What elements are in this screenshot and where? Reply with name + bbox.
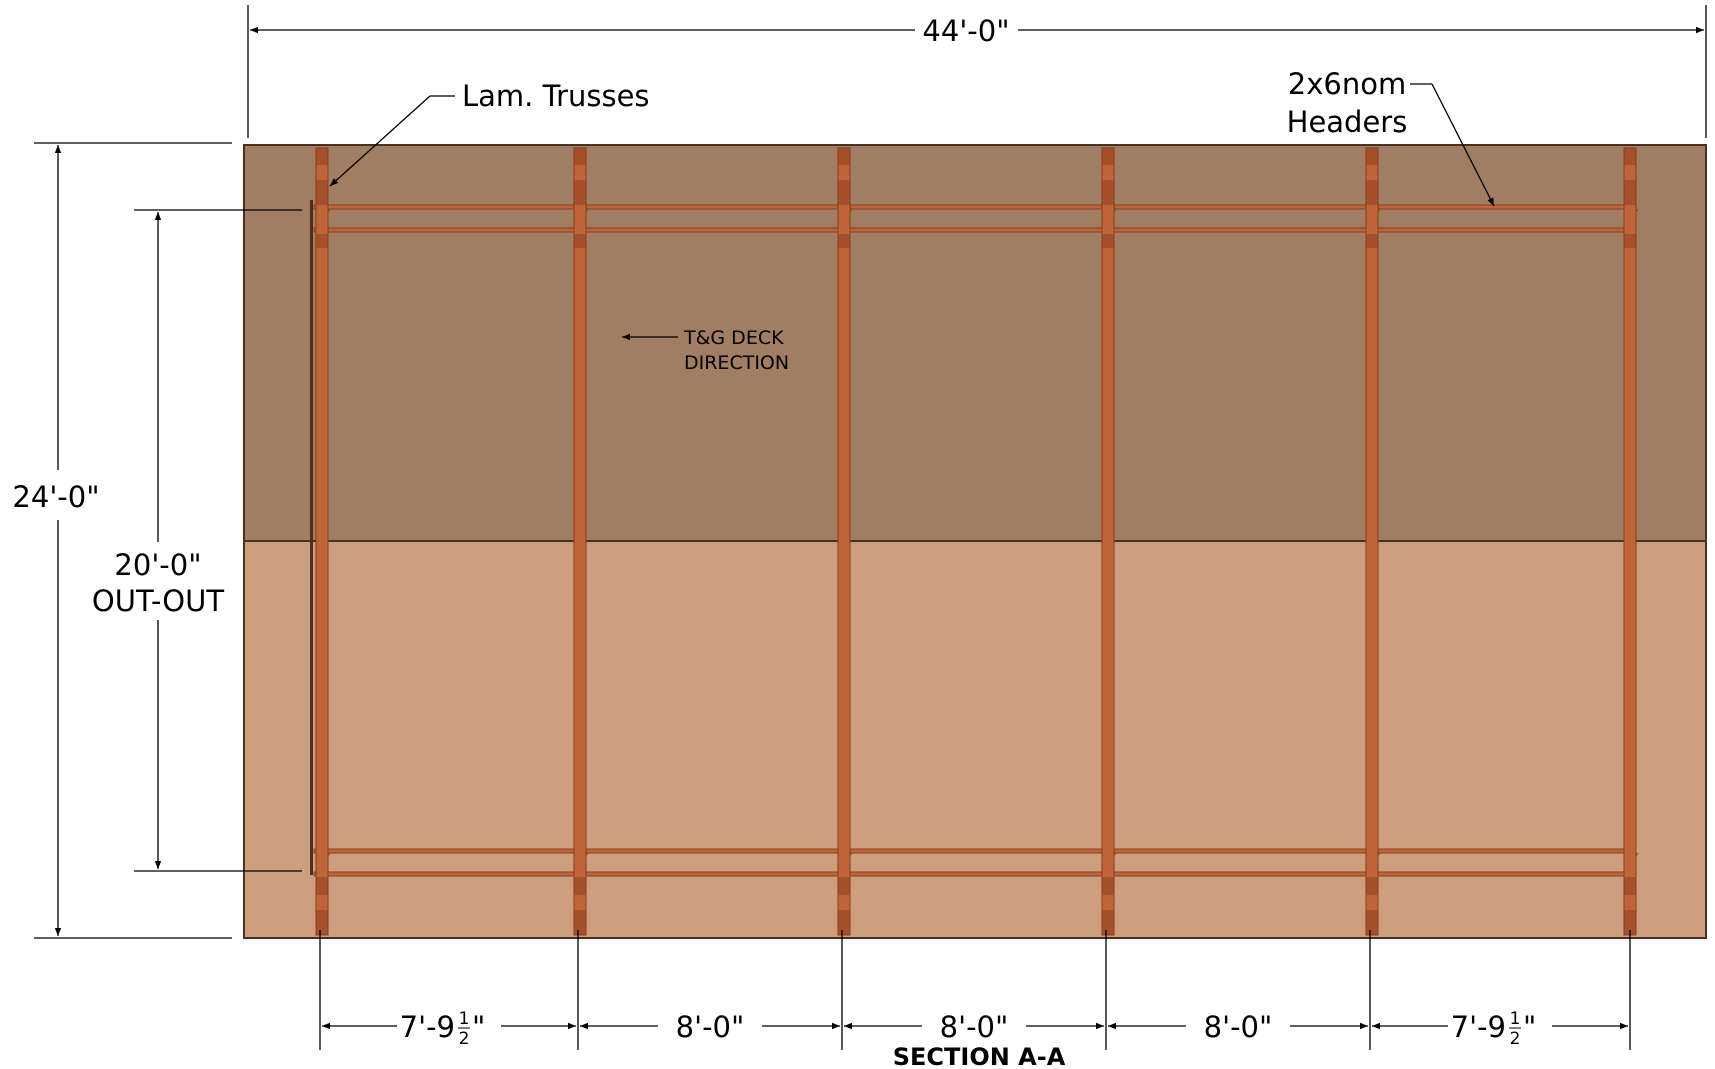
bay-fraction-numerator: 1 — [459, 1009, 470, 1029]
deck-direction-line2: DIRECTION — [684, 352, 789, 374]
overall-depth-label: 24'-0" — [12, 480, 99, 514]
overall-depth-dimension: 24'-0" — [12, 142, 232, 939]
truss — [573, 147, 587, 936]
bay-fraction-denominator: 2 — [459, 1029, 470, 1049]
bay-dimension: 7'-9 12 " — [1372, 1009, 1628, 1049]
bay-label: 8'-0" — [1204, 1010, 1273, 1044]
deck-direction-note: T&G DECK DIRECTION — [622, 327, 789, 374]
bay-dimension: 7'-9 12 " — [322, 1009, 576, 1049]
out-out-label: OUT-OUT — [92, 584, 224, 618]
trusses-callout-label: Lam. Trusses — [462, 79, 650, 113]
section-title: SECTION A-A — [893, 1043, 1066, 1069]
out-out-value: 20'-0" — [114, 548, 201, 582]
bay-label: 7'-9 — [400, 1010, 455, 1044]
truss — [1623, 147, 1637, 936]
roof-lower-panel — [243, 540, 1707, 939]
bay-fraction-numerator: 1 — [1510, 1009, 1521, 1029]
headers-callout-line1: 2x6nom — [1288, 67, 1406, 101]
trusses — [310, 147, 1637, 936]
bay-inch-mark: " — [1523, 1010, 1536, 1044]
bay-label: 8'-0" — [940, 1010, 1009, 1044]
headers-callout: 2x6nom Headers — [1287, 67, 1495, 207]
end-member — [310, 200, 313, 875]
overall-width-label: 44'-0" — [922, 14, 1009, 48]
bay-dimension: 8'-0" — [1108, 1010, 1368, 1044]
bay-dimensions: 7'-9 12 " 8'-0" 8'-0" 8'-0" 7'-9 12 " — [319, 930, 1631, 1050]
bay-fraction-denominator: 2 — [1510, 1029, 1521, 1049]
truss — [837, 147, 851, 936]
roof-upper-panel — [243, 144, 1707, 542]
bay-dimension: 8'-0" — [580, 1010, 840, 1044]
bay-label: 7'-9 — [1451, 1010, 1506, 1044]
bay-label: 8'-0" — [676, 1010, 745, 1044]
bay-inch-mark: " — [472, 1010, 485, 1044]
out-out-dimension: 20'-0" OUT-OUT — [92, 209, 302, 872]
overall-width-dimension: 44'-0" — [247, 5, 1707, 138]
headers-callout-line2: Headers — [1287, 105, 1408, 139]
deck-direction-line1: T&G DECK — [683, 327, 784, 349]
roof-deck — [243, 144, 1707, 939]
truss — [1101, 147, 1115, 936]
trusses-callout: Lam. Trusses — [329, 79, 650, 187]
truss — [315, 147, 329, 936]
bay-dimension: 8'-0" — [844, 1010, 1104, 1044]
truss — [1365, 147, 1379, 936]
